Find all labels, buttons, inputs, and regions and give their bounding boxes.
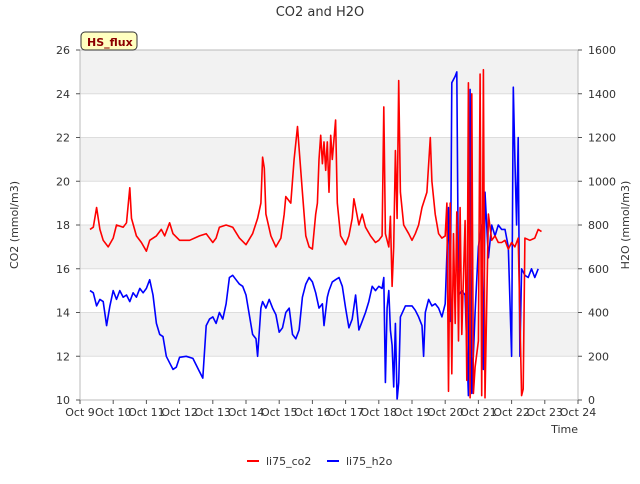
x-tick-label: Oct 14 — [228, 406, 265, 419]
y-right-tick-label: 0 — [588, 394, 595, 407]
grid-band — [80, 225, 578, 269]
series-layer — [89, 68, 542, 400]
y-left-tick-label: 14 — [56, 307, 70, 320]
y-axis-right-title: H2O (mmol/m3) — [619, 181, 632, 270]
legend-label-co2: li75_co2 — [266, 455, 311, 468]
y-right-tick-label: 400 — [588, 307, 609, 320]
x-tick-label: Oct 13 — [195, 406, 232, 419]
x-tick-label: Oct 11 — [128, 406, 165, 419]
x-tick-label: Oct 12 — [161, 406, 198, 419]
x-tick-label: Oct 24 — [560, 406, 597, 419]
x-tick-label: Oct 23 — [527, 406, 564, 419]
y-right-tick-label: 1600 — [588, 44, 616, 57]
x-tick-label: Oct 9 — [65, 406, 95, 419]
x-tick-label: Oct 22 — [493, 406, 530, 419]
y-right-tick-label: 1000 — [588, 175, 616, 188]
y-right-tick-label: 200 — [588, 350, 609, 363]
y-axis-left-title: CO2 (mmol/m3) — [8, 181, 21, 269]
y-left-tick-label: 18 — [56, 219, 70, 232]
y-right-tick-label: 800 — [588, 219, 609, 232]
y-axis-left-ticks: 10 12 14 16 18 20 22 24 26 — [56, 44, 80, 407]
series-line-li75-co2 — [89, 68, 542, 399]
x-axis-title: Time — [550, 423, 578, 436]
x-tick-label: Oct 21 — [460, 406, 497, 419]
hs-flux-badge: HS_flux — [80, 31, 138, 51]
x-tick-label: Oct 18 — [361, 406, 398, 419]
y-right-tick-label: 600 — [588, 263, 609, 276]
x-tick-label: Oct 10 — [95, 406, 132, 419]
badge-label: HS_flux — [87, 36, 133, 49]
grid-band — [80, 312, 578, 357]
grid-band — [80, 50, 578, 94]
y-left-tick-label: 24 — [56, 88, 70, 101]
y-left-tick-label: 26 — [56, 44, 70, 57]
y-left-tick-label: 22 — [56, 132, 70, 145]
x-tick-label: Oct 15 — [261, 406, 298, 419]
x-tick-label: Oct 16 — [294, 406, 331, 419]
x-tick-label: Oct 19 — [394, 406, 431, 419]
x-tick-label: Oct 17 — [327, 406, 364, 419]
y-left-tick-label: 10 — [56, 394, 70, 407]
legend: li75_co2 li75_h2o — [247, 455, 393, 468]
y-left-tick-label: 16 — [56, 263, 70, 276]
legend-label-h2o: li75_h2o — [346, 455, 393, 468]
y-right-tick-label: 1200 — [588, 132, 616, 145]
y-axis-right-ticks: 0 200 400 600 800 1000 1200 1400 1600 — [578, 44, 616, 407]
y-left-tick-label: 12 — [56, 350, 70, 363]
y-left-tick-label: 20 — [56, 175, 70, 188]
y-right-tick-label: 1400 — [588, 88, 616, 101]
chart-title: CO2 and H2O — [276, 5, 365, 20]
badge-box — [80, 31, 138, 51]
x-tick-label: Oct 20 — [427, 406, 464, 419]
